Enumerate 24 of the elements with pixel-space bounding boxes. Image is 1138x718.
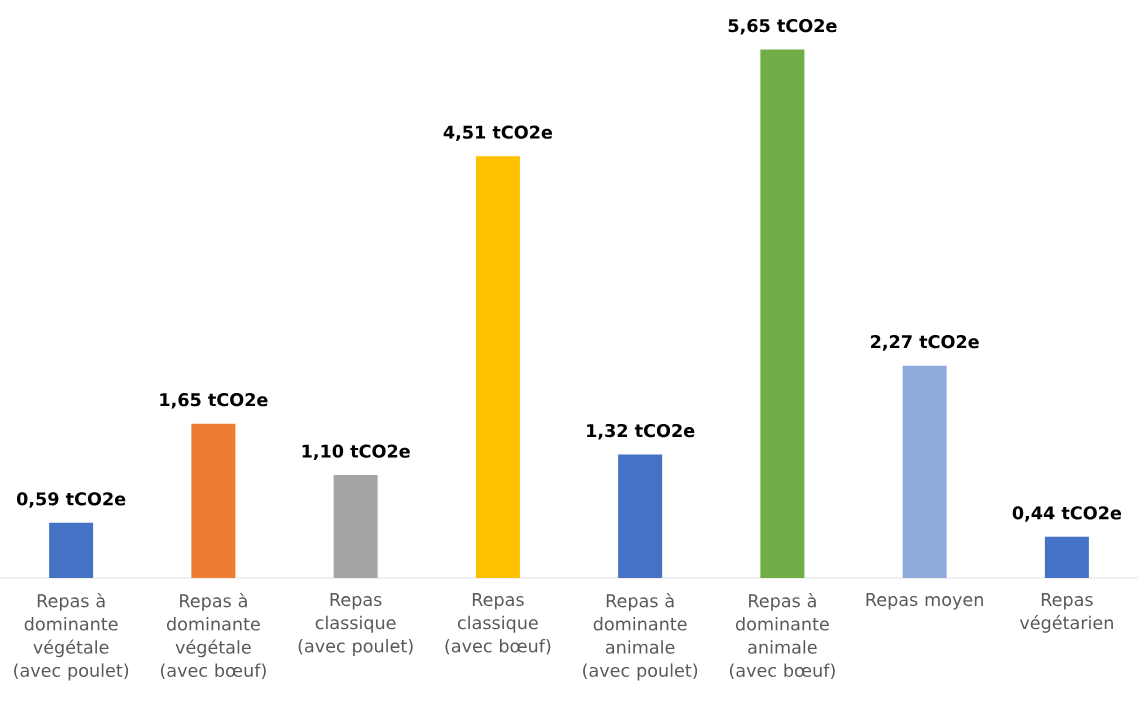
data-label: 1,65 tCO2e bbox=[160, 393, 268, 409]
x-tick-label: Repas classique (avec bœuf) bbox=[445, 593, 551, 655]
bar bbox=[1044, 536, 1089, 578]
x-tick-label: Repas à dominante animale (avec poulet) bbox=[583, 593, 698, 681]
data-label: 1,32 tCO2e bbox=[587, 423, 695, 440]
bar bbox=[902, 365, 947, 578]
data-label: 5,65 tCO2e bbox=[728, 18, 837, 35]
data-label: 1,10 tCO2e bbox=[302, 444, 410, 461]
bar bbox=[760, 49, 805, 578]
bar bbox=[49, 522, 94, 578]
data-label: 2,27 tCO2e bbox=[871, 335, 979, 351]
x-tick-label: Repas végétarien bbox=[1019, 593, 1113, 633]
bar bbox=[333, 475, 378, 578]
x-tick-label: Repas à dominante végétale (avec bœuf) bbox=[160, 593, 266, 680]
x-tick-label: Repas à dominante animale (avec bœuf) bbox=[729, 593, 835, 680]
bar bbox=[191, 423, 236, 578]
x-tick-label: Repas à dominante végétale (avec poulet) bbox=[14, 593, 129, 681]
data-label: 0,59 tCO2e bbox=[16, 492, 126, 508]
bar bbox=[475, 156, 520, 578]
data-label: 4,51 tCO2e bbox=[443, 125, 553, 142]
x-tick-label: Repas classique (avec poulet) bbox=[298, 593, 413, 656]
x-tick-label: Repas moyen bbox=[866, 593, 983, 610]
data-label: 0,44 tCO2e bbox=[1012, 506, 1122, 522]
bar bbox=[618, 454, 663, 578]
